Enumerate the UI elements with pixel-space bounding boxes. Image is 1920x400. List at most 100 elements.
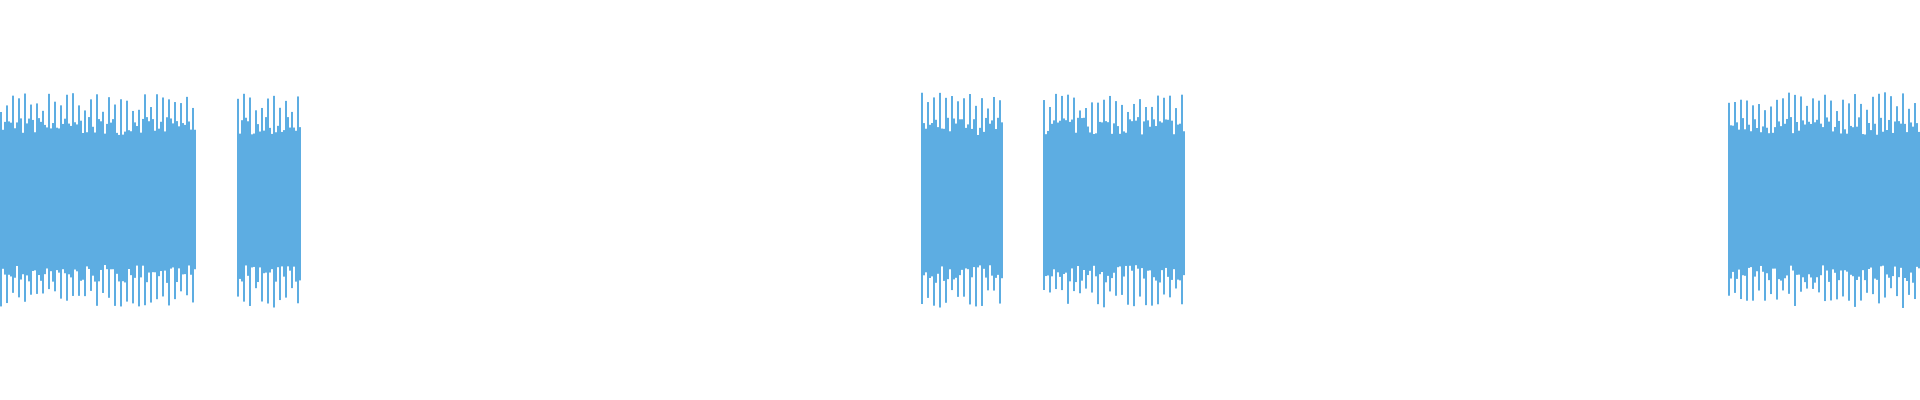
waveform-segment (1728, 92, 1920, 308)
waveform-sample (289, 127, 291, 271)
waveform-sample (1910, 122, 1912, 273)
waveform-sample (4, 121, 6, 275)
waveform-sample (18, 98, 20, 298)
waveform-sample (1089, 132, 1091, 271)
waveform-sample (20, 118, 22, 280)
waveform-sample (251, 134, 253, 268)
waveform-sample (1802, 120, 1804, 278)
waveform-sample (1133, 103, 1135, 307)
waveform-segment (1043, 93, 1185, 308)
waveform-sample (1862, 134, 1864, 271)
waveform-sample (1772, 132, 1774, 269)
waveform-sample (1001, 122, 1003, 279)
waveform-sample (991, 120, 993, 276)
waveform-sample (192, 107, 194, 303)
waveform-sample (1075, 132, 1077, 283)
waveform-sample (1748, 124, 1750, 268)
waveform-sample (96, 94, 98, 306)
waveform-sample (1916, 123, 1918, 267)
waveform-sample (1742, 118, 1744, 276)
waveform-sample (28, 118, 30, 282)
waveform-sample (1900, 123, 1902, 268)
waveform-sample (1758, 104, 1760, 291)
waveform-sample (247, 121, 249, 276)
waveform-sample (1051, 123, 1053, 277)
waveform-sample (16, 122, 18, 266)
waveform-sample (1111, 133, 1113, 279)
waveform-sample (176, 121, 178, 283)
waveform-sample (1123, 131, 1125, 277)
waveform-sample (168, 99, 170, 306)
waveform-sample (74, 122, 76, 270)
waveform-sample (1117, 126, 1119, 268)
waveform-sample (1109, 95, 1111, 292)
waveform-sample (997, 117, 999, 275)
waveform-sample (1754, 119, 1756, 277)
waveform-sample (935, 119, 937, 283)
waveform-sample (971, 128, 973, 278)
waveform-sample (1902, 93, 1904, 308)
waveform-sample (1105, 121, 1107, 283)
waveform-sample (186, 96, 188, 296)
waveform-sample (1147, 120, 1149, 271)
waveform-sample (86, 132, 88, 267)
waveform-sample (1159, 121, 1161, 283)
waveform-sample (52, 123, 54, 282)
waveform-sample (1135, 120, 1137, 266)
waveform-sample (100, 121, 102, 270)
waveform-sample (180, 103, 182, 292)
waveform-sample (1912, 126, 1914, 283)
waveform-sample (257, 124, 259, 283)
waveform-sample (985, 117, 987, 278)
waveform-sample (979, 127, 981, 266)
waveform-sample (2, 129, 4, 269)
waveform-sample (267, 98, 269, 304)
waveform-sample (1854, 94, 1856, 307)
waveform-sample (959, 119, 961, 276)
waveform-sample (1085, 108, 1087, 289)
waveform-sample (1888, 119, 1890, 278)
waveform-sample (26, 123, 28, 276)
waveform-sample (34, 132, 36, 271)
waveform-sample (104, 133, 106, 266)
waveform-sample (1790, 117, 1792, 266)
waveform-sample (38, 118, 40, 276)
waveform-sample (1796, 121, 1798, 275)
waveform-sample (963, 98, 965, 297)
waveform-sample (1073, 97, 1075, 292)
waveform-sample (981, 98, 983, 306)
waveform-sample (1752, 105, 1754, 301)
waveform-sample (1077, 117, 1079, 267)
waveform-sample (1816, 119, 1818, 278)
waveform-sample (1890, 96, 1892, 289)
waveform-sample (945, 97, 947, 303)
waveform-sample (953, 118, 955, 280)
waveform-sample (269, 127, 271, 273)
waveform-sample (1868, 123, 1870, 269)
waveform-sample (253, 133, 255, 267)
waveform-sample (1886, 130, 1888, 275)
waveform-sample (1812, 98, 1814, 289)
waveform-segment (237, 93, 301, 308)
waveform-sample (241, 120, 243, 282)
waveform-sample (76, 124, 78, 272)
waveform-sample (160, 121, 162, 272)
waveform-sample (1846, 133, 1848, 272)
waveform-sample (40, 121, 42, 281)
waveform-sample (283, 130, 285, 277)
waveform-sample (1746, 100, 1748, 301)
waveform-sample (1884, 92, 1886, 298)
waveform-sample (1728, 102, 1730, 296)
waveform-sample (1744, 129, 1746, 276)
waveform-sample (68, 123, 70, 275)
waveform-sample (941, 128, 943, 267)
waveform-sample (975, 105, 977, 307)
waveform-sample (245, 117, 247, 266)
waveform-sample (0, 111, 2, 307)
waveform-sample (32, 119, 34, 271)
waveform-sample (1127, 111, 1129, 305)
waveform-sample (275, 132, 277, 282)
waveform-sample (184, 124, 186, 275)
waveform-sample (130, 131, 132, 276)
